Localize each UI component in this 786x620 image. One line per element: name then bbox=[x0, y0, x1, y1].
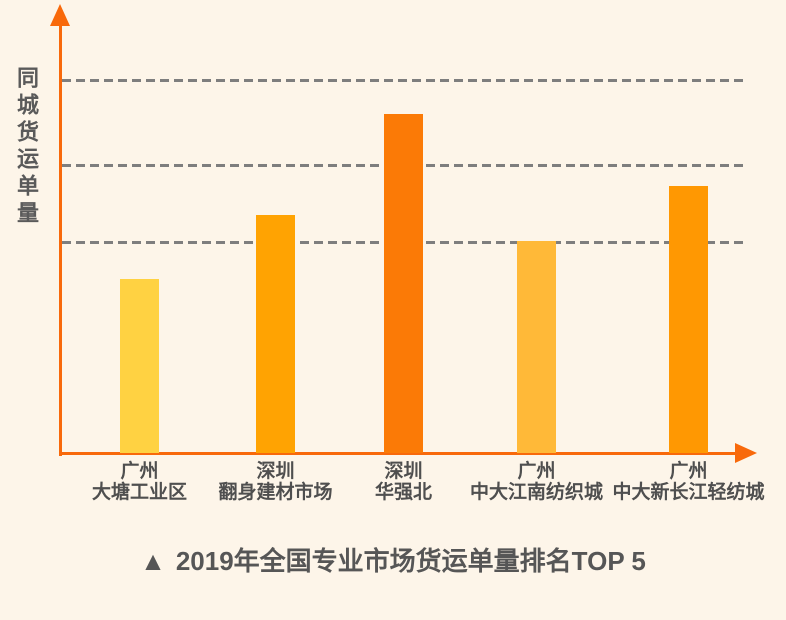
bar-4 bbox=[517, 241, 556, 453]
y-axis-arrow-up-icon bbox=[50, 4, 70, 26]
bar-3 bbox=[384, 114, 423, 453]
x-axis-category-label: 广州 大塘工业区 bbox=[91, 461, 187, 503]
bar-2 bbox=[256, 215, 295, 453]
x-axis-line bbox=[59, 452, 737, 455]
caption-text: 2019年全国专业市场货运单量排名TOP 5 bbox=[175, 546, 646, 576]
chart-caption: ▲ 2019年全国专业市场货运单量排名TOP 5 bbox=[0, 541, 786, 578]
x-axis-category-label: 深圳 翻身建材市场 bbox=[218, 461, 333, 503]
x-axis-category-label: 深圳 华强北 bbox=[374, 461, 432, 503]
x-axis-arrow-right-icon bbox=[735, 443, 757, 463]
caption-triangle-icon: ▲ bbox=[140, 546, 166, 576]
bar-5 bbox=[669, 186, 708, 453]
x-axis-category-label: 广州 中大江南纺织城 bbox=[469, 461, 603, 503]
y-axis-line bbox=[59, 18, 62, 456]
gridline bbox=[62, 79, 748, 82]
bar-1 bbox=[120, 279, 159, 453]
x-axis-category-label: 广州 中大新长江轻纺城 bbox=[612, 461, 765, 503]
y-axis-title: 同城货运单量 bbox=[14, 66, 39, 228]
